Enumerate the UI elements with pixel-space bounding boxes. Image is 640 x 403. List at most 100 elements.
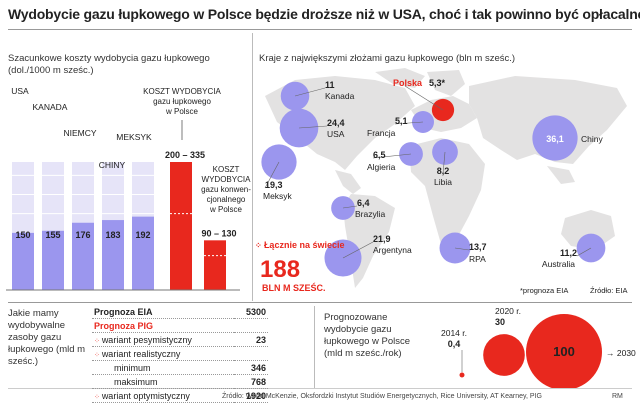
- row-label: minimum: [92, 360, 235, 375]
- table-row: Prognoza PIG: [92, 318, 268, 333]
- footer-credit: RM: [612, 393, 623, 400]
- annotation-text: gazu łupkowego: [153, 97, 211, 106]
- row-label: wariant optymistyczny: [101, 390, 190, 401]
- map-source: Źródło: EIA: [590, 286, 628, 295]
- table-row: ⁘ wariant pesymistyczny 23: [92, 332, 268, 347]
- reserve-bubble: [261, 144, 297, 180]
- world-map: [265, 68, 627, 288]
- footer-rule: [8, 388, 632, 389]
- bubble-leader: [454, 247, 470, 251]
- forecast-value-label: 0,4: [448, 339, 461, 349]
- forecast-year-label: → 2030 r.: [606, 348, 638, 358]
- reserves-subtitle: Jakie mamy wydobywalne zasoby gazu łupko…: [8, 308, 86, 367]
- bubble-leader: [442, 151, 446, 175]
- bubble-value-label: 19,3: [265, 180, 283, 190]
- table-row: ⁘ wariant optymistyczny 1920: [92, 388, 268, 403]
- bubble-value-label: 11,2: [560, 248, 577, 258]
- forecast-bubble: [526, 314, 602, 388]
- forecast-year-label: 2020 r.: [495, 306, 521, 316]
- reserve-bubble: [532, 115, 578, 161]
- bubble-value-label: 5,1: [395, 116, 408, 126]
- bullet-icon: ⁘: [94, 337, 102, 345]
- bullet-icon: ⁘: [94, 351, 102, 359]
- bubble-leader: [404, 85, 444, 111]
- map-subtitle: Kraje z największymi złożami gazu łupkow…: [259, 53, 516, 64]
- forecast-value-label: 30: [495, 317, 505, 327]
- bubble-value-label: 24,4: [327, 118, 345, 128]
- bar-category-label: USA: [11, 86, 29, 96]
- total-unit: BLN M SZEŚC.: [262, 283, 326, 293]
- row-label: maksimum: [92, 374, 235, 389]
- total-label-text: Łącznie na świecie: [263, 240, 345, 250]
- cost-chart-subtitle: Szacunkowe koszty wydobycia gazu łupkowe…: [8, 53, 210, 76]
- bubble-leader: [576, 247, 592, 257]
- annotation-text: WYDOBYCIA: [202, 175, 252, 184]
- table-row: minimum 346: [92, 360, 268, 375]
- bar-value-label: 155: [45, 230, 60, 240]
- bar: [42, 230, 64, 290]
- total-value: 188: [260, 256, 301, 283]
- bubble-value-label: 36,1: [546, 134, 564, 144]
- bubble-leader: [264, 161, 280, 189]
- bullet-icon: ⁘: [94, 393, 102, 401]
- bar-category-label: KANADA: [33, 102, 68, 112]
- bar-category-label: NIEMCY: [63, 128, 96, 138]
- bubble-value-label: 21,9: [373, 234, 391, 244]
- panel-divider: [252, 33, 253, 301]
- forecast-bubble: [459, 372, 465, 378]
- bar: [132, 216, 154, 290]
- table-row: ⁘ wariant realistyczny: [92, 346, 268, 361]
- forecast-value-label: 100: [553, 344, 575, 359]
- bubble-leader: [342, 205, 358, 209]
- bubble-value-label: 6,5: [373, 150, 386, 160]
- bubble-country-label: Argentyna: [373, 245, 412, 255]
- row-value: 5300: [234, 305, 268, 319]
- annotation-text: w Polsce: [165, 107, 199, 116]
- reserves-table: Prognoza EIA 5300 Prognoza PIG ⁘ wariant …: [92, 305, 268, 403]
- title-rule: [8, 29, 632, 30]
- bubble-leader: [372, 153, 412, 159]
- bubble-country-label: Algieria: [367, 162, 396, 172]
- bubble-leader: [394, 121, 424, 125]
- bubble-value-label: 6,4: [357, 198, 370, 208]
- reserve-bubble: [432, 139, 458, 165]
- bar-value-label: 192: [135, 230, 150, 240]
- bubble-country-label: Libia: [434, 177, 452, 187]
- row-value: 346: [234, 360, 268, 375]
- forecast-chart: 2014 r.0,4 2020 r.30 100 → 2030 r.: [441, 306, 638, 388]
- footer-source: Źródło: Wood McKenzie, Oksfordzki Instyt…: [222, 393, 542, 400]
- annotation-text: cjonalnego: [207, 195, 246, 204]
- bubble-value-label: 5,3*: [429, 78, 446, 88]
- forecast-year-label: 2014 r.: [441, 328, 467, 338]
- bubble-value-label: 13,7: [469, 242, 487, 252]
- bar: [72, 222, 94, 290]
- bar-value-label: 176: [75, 230, 90, 240]
- forecast-bubble: [483, 334, 525, 376]
- bubble-country-label: Polska: [393, 78, 423, 88]
- bubble-value-label: 8,2: [437, 166, 450, 176]
- page-title: Wydobycie gazu łupkowego w Polsce będzie…: [8, 6, 640, 22]
- bubble-country-label: Brazylia: [355, 209, 386, 219]
- bubble-country-label: Kanada: [325, 91, 355, 101]
- annotation-text: w Polsce: [209, 205, 243, 214]
- bar-value-label: 200 – 335: [165, 150, 205, 160]
- row-label: Prognoza PIG: [92, 318, 235, 333]
- bubble-country-label: Francja: [367, 128, 396, 138]
- bar: [204, 240, 226, 290]
- lower-divider: [314, 306, 315, 388]
- cost-chart: 150 155 176 183 192 200 – 335 90 – 130 USA KANAD…: [6, 86, 252, 291]
- bar-value-label: 183: [105, 230, 120, 240]
- row-value: 23: [234, 332, 268, 347]
- row-label: wariant pesymistyczny: [101, 334, 192, 345]
- bubble-country-label: Chiny: [581, 134, 603, 144]
- row-label: wariant realistyczny: [101, 348, 181, 359]
- row-value: [234, 318, 268, 333]
- bar: [170, 162, 192, 290]
- bubble-value-label: 11: [325, 80, 335, 90]
- reserve-bubble: [576, 233, 606, 263]
- table-row: maksimum 768: [92, 374, 268, 389]
- bubble-leader: [294, 87, 326, 97]
- map-footnote: *prognoza EIA: [520, 286, 569, 295]
- forecast-subtitle: Prognozowane wydobycie gazu łupkowego w …: [324, 312, 411, 359]
